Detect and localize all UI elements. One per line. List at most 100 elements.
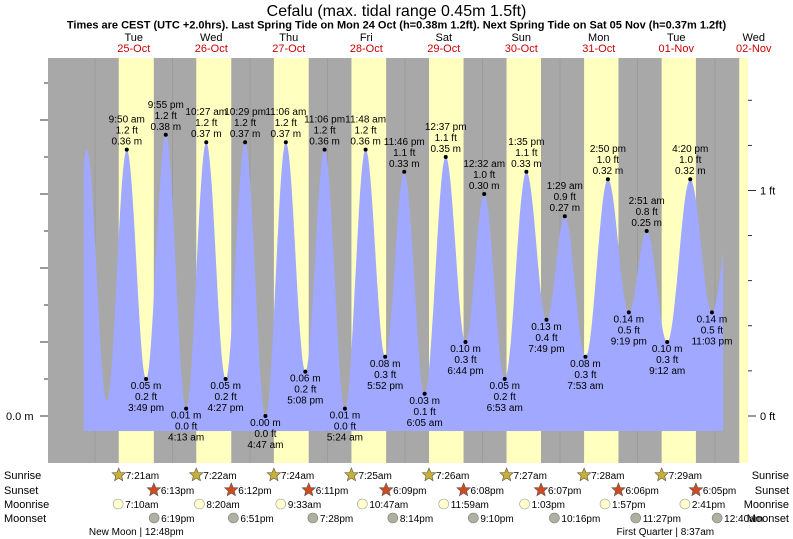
tide-label-time: 4:27 pm [208,403,244,414]
tide-label-time: 11:06 pm [304,115,345,126]
tide-label-ft: 0.1 ft [414,407,436,418]
tide-area-layer [83,134,724,431]
day-date: 30-Oct [505,43,538,55]
y-tick-label-left: 0.0 m [6,411,34,423]
moonset-time: 6:19pm [161,514,194,525]
row-label-right: Moonrise [744,499,789,511]
axes: 0.0 m 0 ft 1 ft [6,82,775,423]
row-label-left: Moonset [4,513,46,525]
row-label-right: Sunrise [752,470,789,482]
tide-label-time: 10:29 pm [224,107,266,118]
sunset-time: 6:13pm [161,486,194,497]
sunrise-time: 7:25am [358,471,391,482]
tide-label-time: 4:13 am [168,433,204,444]
tide-point [342,406,347,411]
tide-label-ft: 1.0 ft [473,170,495,181]
tide-label-time: 12:32 am [463,159,505,170]
moonset-icon [148,512,160,524]
tide-label-ft: 0.4 ft [535,333,557,344]
moonrise-time: 1:03pm [532,500,565,511]
moonrise-icon [679,498,691,510]
row-label-left: Sunset [4,485,38,497]
tide-label-height: 0.08 m [570,359,601,370]
tide-label-height: 0.14 m [614,314,645,325]
tide-point [243,140,248,145]
tide-label-height: 0.08 m [370,359,401,370]
moonset-icon [228,512,239,524]
tide-label-time: 3:49 pm [128,403,164,414]
sunrise-icon [111,467,127,482]
tide-label-ft: 0.8 ft [636,207,658,218]
tide-label-ft: 1.2 ft [234,118,256,129]
tide-point [443,155,448,159]
tide-point [263,414,268,418]
day-weekday: Tue [667,32,686,44]
tide-point [583,354,588,359]
sunset-time: 6:11pm [316,486,349,497]
tide-label-ft: 0.2 ft [294,385,316,396]
tide-label-height: 0.05 m [489,381,520,392]
tide-label-height: 0.36 m [309,137,340,148]
moonset-time: 12:40am [724,514,763,525]
tide-label-ft: 1.2 ft [155,111,177,122]
tide-labels: 9:50 am1.2 ft0.36 m0.05 m0.2 ft3:49 pm9:… [109,100,733,451]
sunrise-time: 7:29am [669,471,702,482]
tide-point [422,391,427,396]
tide-label-ft: 0.3 ft [374,370,396,381]
tide-label-height: 0.38 m [150,122,181,133]
tide-point [144,377,149,381]
tide-label-time: 11:48 am [345,115,386,126]
sunset-time: 6:05pm [703,486,736,497]
moonrise-icon [112,498,124,510]
tide-label-height: 0.32 m [593,166,624,177]
tide-label-time: 11:03 pm [691,336,732,347]
moonset-time: 6:51pm [240,514,273,525]
tide-label-time: 2:51 am [629,196,665,207]
tide-point [463,340,468,344]
tide-label-ft: 0.2 ft [494,392,516,403]
sunrise-icon [188,467,204,482]
moonset-icon [387,512,399,524]
sunrise-time: 7:24am [281,471,314,482]
moonset-time: 8:14pm [400,514,433,525]
tide-point [644,229,649,233]
row-label-right: Sunset [755,485,789,497]
tide-label-ft: 0.0 ft [175,422,197,433]
tide-label-height: 0.27 m [550,203,581,214]
tide-label-ft: 1.1 ft [435,133,457,144]
day-weekday: Sun [511,32,531,44]
day-weekday: Wed [743,32,765,44]
sunset-icon [611,482,626,497]
sunset-icon [456,482,471,497]
sunrise-icon [576,467,592,482]
y-tick-label-right: 1 ft [760,185,775,197]
tide-label-height: 0.36 m [350,137,381,148]
tide-label-time: 4:47 am [247,440,283,451]
tide-point [383,354,388,359]
day-weekday: Thu [279,32,298,44]
sunset-time: 6:07pm [548,486,581,497]
day-date: 01-Nov [659,43,695,55]
tide-point [502,377,507,381]
tide-point [322,147,327,152]
tide-label-ft: 0.3 ft [656,355,678,366]
tide-label-time: 10:27 am [185,107,227,118]
moonset-icon [711,512,723,524]
moonrise-time: 10:47am [369,500,408,511]
sunrise-time: 7:22am [203,471,236,482]
tide-label-height: 0.37 m [230,129,261,140]
tide-point [163,132,168,137]
tide-label-ft: 0.5 ft [618,325,640,336]
sunrise-icon [266,467,282,482]
moonrise-icon [194,498,205,510]
moonset-time: 10:16pm [561,514,600,525]
day-date: 27-Oct [272,43,305,55]
moonset-icon [630,512,642,524]
tide-label-height: 0.37 m [191,129,222,140]
sunset-time: 6:12pm [238,486,271,497]
tide-label-height: 0.01 m [171,411,202,422]
tide-label-height: 0.33 m [511,159,542,170]
sunrise-time: 7:27am [514,471,547,482]
tide-label-ft: 0.3 ft [454,355,476,366]
